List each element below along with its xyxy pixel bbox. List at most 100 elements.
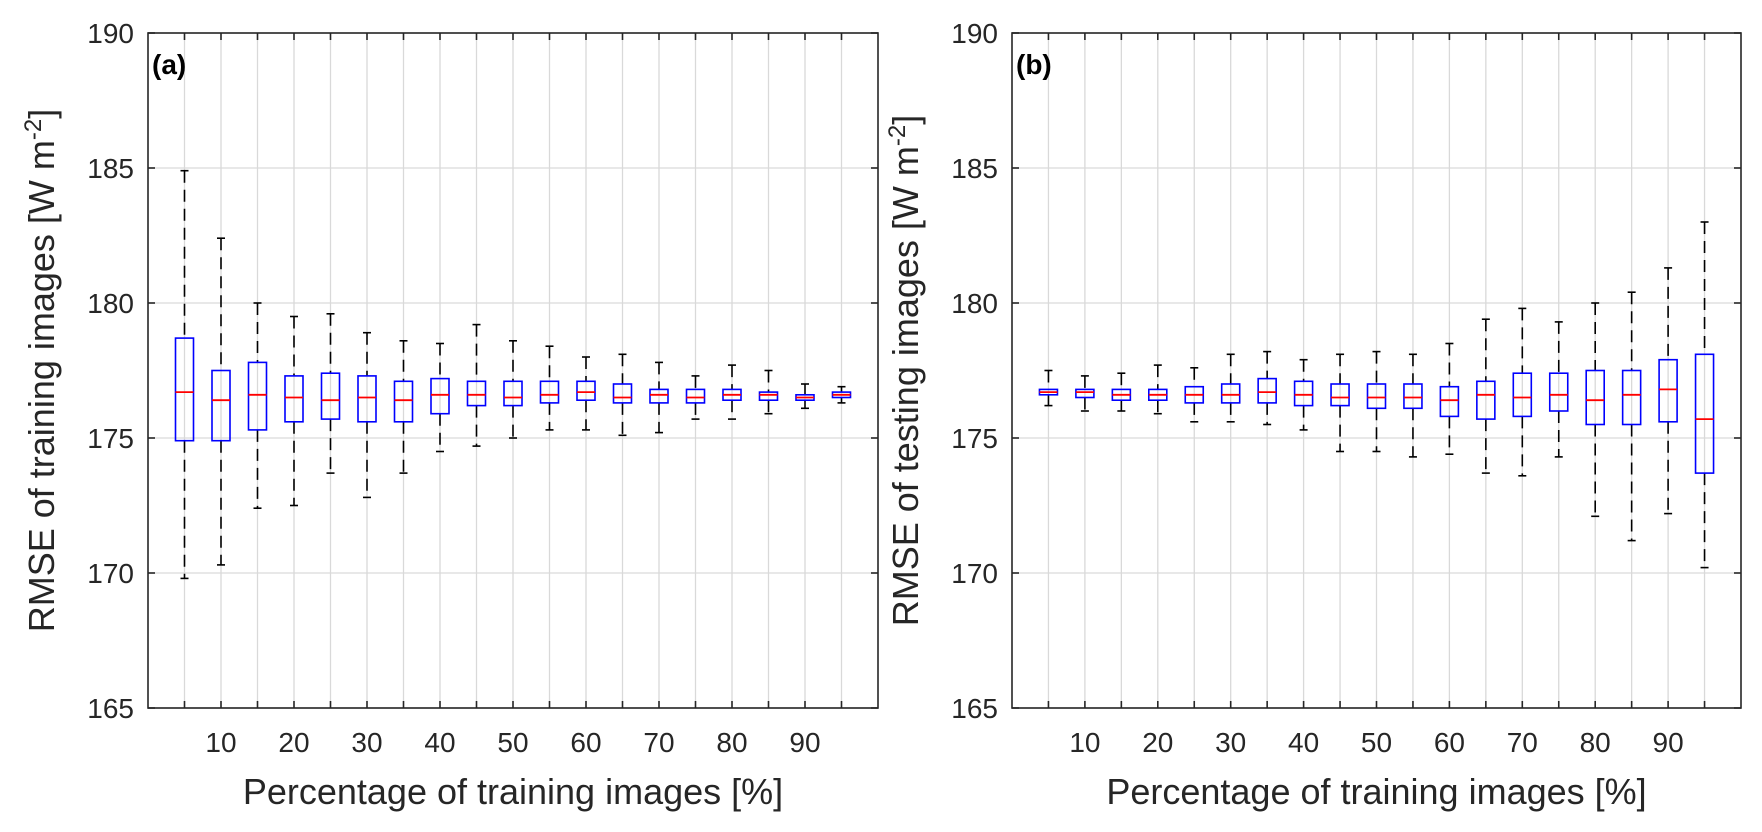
box-iqr <box>393 380 414 423</box>
box-plot <box>503 339 523 439</box>
box-iqr <box>211 369 231 442</box>
y-axis-label-main: RMSE of training images [W m <box>21 140 62 632</box>
y-tick-label: 190 <box>87 18 134 49</box>
box-iqr <box>1512 372 1533 418</box>
x-tick-label: 80 <box>1580 727 1611 758</box>
box-plot <box>1293 358 1314 431</box>
box-iqr <box>649 388 669 404</box>
x-tick-label: 40 <box>424 727 455 758</box>
box-plot <box>1330 353 1350 453</box>
y-tick-label: 175 <box>87 423 134 454</box>
x-tick-label: 20 <box>1142 727 1173 758</box>
box-iqr <box>576 380 596 401</box>
box-iqr <box>612 383 633 404</box>
x-tick-label: 10 <box>1069 727 1100 758</box>
box-plot <box>649 361 669 434</box>
box-plot-series <box>174 169 852 580</box>
axis-ticks: 165 170 175 180 185 190 10 20 30 40 50 60 70 80 90 <box>87 18 878 758</box>
box-plot <box>1439 342 1460 456</box>
box-plot <box>1658 267 1678 515</box>
x-tick-label: 60 <box>570 727 601 758</box>
box-iqr <box>758 391 779 402</box>
x-tick-label: 60 <box>1434 727 1465 758</box>
box-plot <box>1184 366 1205 423</box>
y-axis-label-exponent: -2 <box>20 119 47 140</box>
box-iqr <box>1476 380 1496 420</box>
y-axis-label-main: RMSE of testing images [W m <box>885 146 926 626</box>
box-plot <box>284 315 304 507</box>
box-plot <box>247 302 268 510</box>
y-tick-label: 185 <box>87 153 134 184</box>
x-tick-label: 40 <box>1288 727 1319 758</box>
box-iqr <box>174 337 195 442</box>
box-plot <box>1548 321 1569 458</box>
box-plot <box>1512 307 1533 477</box>
y-tick-label: 170 <box>951 558 998 589</box>
box-plot <box>1476 318 1496 474</box>
box-plot <box>539 345 560 431</box>
box-iqr <box>1220 383 1241 404</box>
box-plot <box>831 385 852 404</box>
box-plot <box>1148 364 1168 415</box>
box-plot <box>1585 302 1605 518</box>
box-iqr <box>1694 353 1715 474</box>
panel-label: (a) <box>152 49 186 80</box>
box-iqr <box>1330 383 1350 407</box>
y-axis-label-end: ] <box>21 109 62 119</box>
box-plot <box>685 375 706 420</box>
box-iqr <box>539 380 560 404</box>
box-iqr <box>1257 377 1277 404</box>
x-tick-label: 50 <box>1361 727 1392 758</box>
box-plot <box>758 369 779 415</box>
y-tick-label: 185 <box>951 153 998 184</box>
panel-label: (b) <box>1016 49 1052 80</box>
x-tick-label: 30 <box>351 727 382 758</box>
x-tick-label: 50 <box>497 727 528 758</box>
box-iqr <box>466 380 487 407</box>
box-plot <box>576 356 596 431</box>
box-plot <box>211 237 231 566</box>
x-tick-label: 30 <box>1215 727 1246 758</box>
box-iqr <box>1293 380 1314 407</box>
box-iqr <box>503 380 523 407</box>
box-iqr <box>1403 383 1423 410</box>
y-tick-label: 180 <box>87 288 134 319</box>
box-iqr <box>247 361 268 431</box>
box-plot <box>1257 350 1277 426</box>
box-iqr <box>284 375 304 423</box>
box-iqr <box>1366 383 1387 410</box>
box-plot <box>1038 369 1059 407</box>
box-iqr <box>1585 369 1605 426</box>
box-plot <box>722 364 742 420</box>
x-tick-label: 70 <box>1507 727 1538 758</box>
box-plot <box>357 331 377 499</box>
x-tick-label: 90 <box>789 727 820 758</box>
box-plot <box>1694 221 1715 569</box>
x-tick-label: 20 <box>278 727 309 758</box>
box-iqr <box>357 375 377 423</box>
box-iqr <box>1439 385 1460 418</box>
x-axis-label: Percentage of training images [%] <box>243 771 783 812</box>
box-plot <box>174 169 195 580</box>
panel-b: 165 170 175 180 185 190 10 20 30 40 50 60 70 80 90 (b)… <box>884 18 1742 812</box>
box-iqr <box>1621 369 1642 426</box>
y-axis-label: RMSE of training images [W m-2] <box>20 109 63 633</box>
box-plot <box>320 312 341 474</box>
box-plot <box>1366 350 1387 453</box>
y-tick-label: 165 <box>951 693 998 724</box>
box-plot <box>1403 353 1423 458</box>
x-tick-label: 10 <box>205 727 236 758</box>
y-tick-label: 190 <box>951 18 998 49</box>
y-axis-label: RMSE of testing images [W m-2] <box>884 115 927 627</box>
box-plot <box>1075 375 1095 412</box>
y-tick-label: 165 <box>87 693 134 724</box>
box-iqr <box>430 377 450 415</box>
box-iqr <box>1658 358 1678 423</box>
box-iqr <box>320 372 341 420</box>
panel-a: 165 170 175 180 185 190 10 20 30 40 50 60 70 80 90 (a)… <box>20 18 879 812</box>
box-plot-series <box>1038 221 1715 569</box>
y-tick-label: 170 <box>87 558 134 589</box>
y-tick-label: 175 <box>951 423 998 454</box>
box-plot <box>430 342 450 453</box>
x-axis-label: Percentage of training images [%] <box>1106 771 1646 812</box>
